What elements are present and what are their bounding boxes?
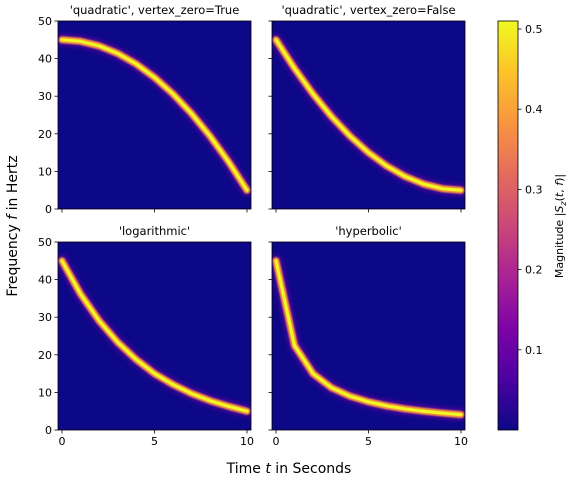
y-tick-label: 30 <box>38 311 52 324</box>
y-tick-label: 10 <box>38 165 52 178</box>
panel-title: 'hyperbolic' <box>335 224 402 238</box>
ridge-curve <box>58 33 251 197</box>
x-tick-label: 0 <box>59 435 66 448</box>
colorbar-tick-label: 0.5 <box>525 23 543 36</box>
colorbar-gradient <box>497 20 519 431</box>
y-tick-label: 50 <box>38 15 52 28</box>
panel-background <box>58 21 251 209</box>
panel-hyperbolic: 'hyperbolic' 0 5 10 <box>268 224 468 448</box>
colorbar-tick-label: 0.3 <box>525 183 543 196</box>
x-tick-label: 10 <box>454 435 468 448</box>
ridge-curve <box>272 33 465 197</box>
ridge-curve <box>272 254 465 421</box>
ridge-curve <box>58 254 251 418</box>
y-axis-label: Frequency f in Hertz <box>5 155 21 296</box>
panel-quadratic-vertex-end: 'quadratic', vertex_zero=False <box>268 3 466 213</box>
y-tick-label: 30 <box>38 90 52 103</box>
x-axis-label: Time t in Seconds <box>226 461 352 477</box>
colorbar-tick-label: 0.1 <box>525 344 543 357</box>
panel-title: 'logarithmic' <box>119 224 190 238</box>
y-tick-label: 0 <box>45 424 52 437</box>
y-tick-label: 10 <box>38 386 52 399</box>
colorbar: 0.1 0.2 0.3 0.4 0.5 Magnitude |Sz(t, f)| <box>497 20 568 431</box>
colorbar-tick-label: 0.4 <box>525 103 543 116</box>
panel-title: 'quadratic', vertex_zero=True <box>70 3 240 17</box>
y-tick-label: 50 <box>38 236 52 249</box>
y-tick-label: 40 <box>38 53 52 66</box>
panel-logarithmic: 'logarithmic' 0 5 10 0 10 20 30 40 50 <box>38 224 254 448</box>
y-tick-label: 40 <box>38 274 52 287</box>
panel-quadratic-vertex-zero: 'quadratic', vertex_zero=True 0 10 20 30 40 50 <box>38 3 252 216</box>
x-tick-label: 0 <box>273 435 280 448</box>
x-tick-label: 5 <box>365 435 372 448</box>
y-tick-label: 20 <box>38 349 52 362</box>
panel-title: 'quadratic', vertex_zero=False <box>281 3 455 17</box>
colorbar-tick-label: 0.2 <box>525 264 543 277</box>
x-tick-label: 10 <box>240 435 254 448</box>
y-tick-label: 20 <box>38 128 52 141</box>
x-tick-label: 5 <box>151 435 158 448</box>
panel-background <box>272 21 465 209</box>
y-tick-label: 0 <box>45 203 52 216</box>
colorbar-label: Magnitude |Sz(t, f)| <box>553 174 568 278</box>
